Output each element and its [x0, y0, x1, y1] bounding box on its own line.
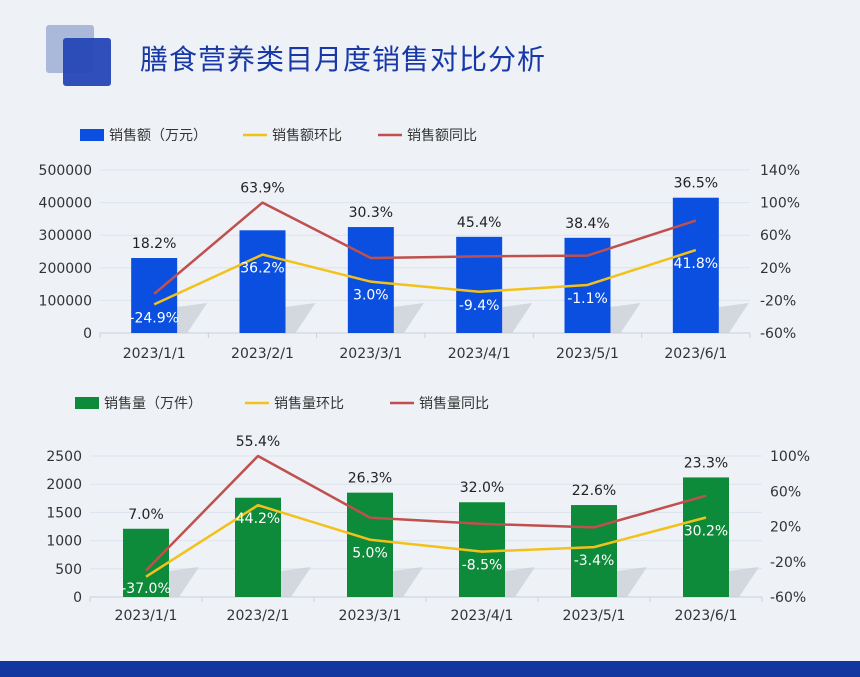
sales-volume-category-label: 2023/3/1	[339, 608, 402, 624]
sales-amount-yoy-label: 63.9%	[240, 181, 284, 197]
sales-amount-left-tick: 0	[83, 326, 92, 342]
sales-volume-mom-label: 30.2%	[684, 524, 728, 540]
sales-amount-yoy-label: 30.3%	[349, 205, 393, 221]
sales-amount-legend-yoy-label: 销售额同比	[407, 128, 477, 144]
page-title: 膳食营养类目月度销售对比分析	[140, 43, 547, 76]
sales-amount-yoy-label: 38.4%	[565, 216, 609, 232]
sales-amount-mom-label: -9.4%	[459, 298, 500, 314]
sales-amount-bar-shadow	[502, 303, 533, 333]
sales-volume-bar-shadow	[393, 567, 423, 597]
sales-volume-right-tick: 60%	[770, 484, 801, 500]
sales-amount-yoy-label: 18.2%	[132, 236, 176, 252]
sales-amount-mom-label: 3.0%	[353, 288, 389, 304]
sales-volume-bar-shadow	[281, 567, 311, 597]
sales-amount-yoy-label: 36.5%	[674, 176, 718, 192]
sales-volume-left-tick: 500	[55, 562, 82, 578]
sales-amount-left-tick: 100000	[39, 293, 92, 309]
sales-volume-bar	[683, 477, 729, 597]
sales-amount-right-tick: -60%	[760, 326, 796, 342]
sales-amount-bar	[456, 236, 503, 333]
sales-volume-bar	[571, 505, 617, 597]
sales-amount-yoy-line	[153, 201, 697, 295]
sales-volume-mom-label: -37.0%	[121, 581, 171, 597]
sales-volume-mom-label: -3.4%	[574, 553, 615, 569]
sales-volume-yoy-line	[145, 454, 707, 572]
sales-amount-bar-shadow	[285, 303, 316, 333]
sales-amount-bar-shadow	[393, 303, 424, 333]
sales-volume-category-label: 2023/5/1	[563, 608, 626, 624]
sales-volume-category-label: 2023/4/1	[451, 608, 514, 624]
sales-amount-bar	[239, 230, 286, 333]
sales-amount-mom-label: -1.1%	[567, 291, 608, 307]
sales-amount-legend-bar-label: 销售额（万元）	[109, 128, 207, 144]
sales-amount-bar	[672, 197, 719, 333]
sales-volume-category-label: 2023/6/1	[675, 608, 738, 624]
sales-volume-legend-yoy-label: 销售量同比	[419, 396, 489, 412]
sales-amount-left-tick: 400000	[39, 196, 92, 212]
sales-volume-category-label: 2023/1/1	[115, 608, 178, 624]
sales-amount-bar	[131, 258, 178, 333]
sales-volume-mom-label: 5.0%	[352, 546, 388, 562]
sales-amount-category-label: 2023/2/1	[231, 346, 294, 362]
sales-volume-legend-bar-label: 销售量（万件）	[104, 396, 202, 412]
sales-volume-legend-bar-swatch	[75, 397, 99, 409]
sales-amount-bar-shadow	[177, 303, 208, 333]
sales-volume-left-tick: 1000	[46, 534, 82, 550]
decor-square-dark	[63, 38, 111, 86]
sales-volume-left-tick: 2500	[46, 449, 82, 465]
footer-bar	[0, 661, 860, 677]
sales-amount-legend-bar-swatch	[80, 129, 104, 141]
sales-amount-legend-mom-label: 销售额环比	[272, 128, 342, 144]
sales-volume-mom-label: -8.5%	[462, 558, 503, 574]
sales-volume-yoy-label: 32.0%	[460, 480, 504, 496]
sales-volume-yoy-label: 55.4%	[236, 434, 280, 450]
sales-amount-right-tick: 20%	[760, 261, 791, 277]
sales-volume-yoy-label: 22.6%	[572, 483, 616, 499]
sales-amount-category-label: 2023/3/1	[339, 346, 402, 362]
sales-volume-legend-mom-label: 销售量环比	[274, 396, 344, 412]
sales-volume-yoy-label: 23.3%	[684, 455, 728, 471]
sales-amount-mom-label: 36.2%	[240, 261, 284, 277]
sales-volume-mom-label: 44.2%	[236, 511, 280, 527]
sales-amount-right-tick: 100%	[760, 196, 800, 212]
sales-volume-right-tick: 100%	[770, 449, 810, 465]
sales-amount-right-tick: 140%	[760, 163, 800, 179]
sales-volume-category-label: 2023/2/1	[227, 608, 290, 624]
sales-amount-left-tick: 200000	[39, 261, 92, 277]
sales-volume-mom-line	[145, 503, 707, 578]
sales-amount-right-tick: 60%	[760, 228, 791, 244]
sales-volume-yoy-label: 7.0%	[128, 507, 164, 523]
sales-amount-mom-line	[153, 248, 697, 306]
sales-amount-mom-label: -24.9%	[129, 310, 179, 326]
sales-volume-bar-shadow	[169, 567, 199, 597]
sales-volume-left-tick: 2000	[46, 477, 82, 493]
sales-volume-yoy-label: 26.3%	[348, 471, 392, 487]
sales-amount-left-tick: 500000	[39, 163, 92, 179]
sales-volume-bar	[123, 528, 169, 597]
sales-amount-left-tick: 300000	[39, 228, 92, 244]
sales-amount-category-label: 2023/1/1	[123, 346, 186, 362]
sales-volume-left-tick: 0	[73, 590, 82, 606]
sales-volume-right-tick: -20%	[770, 555, 806, 571]
sales-amount-right-tick: -20%	[760, 293, 796, 309]
sales-amount-category-label: 2023/4/1	[448, 346, 511, 362]
sales-amount-yoy-label: 45.4%	[457, 215, 501, 231]
sales-volume-bar-shadow	[505, 567, 535, 597]
sales-amount-category-label: 2023/6/1	[664, 346, 727, 362]
sales-volume-left-tick: 1500	[46, 505, 82, 521]
sales-amount-bar-shadow	[610, 303, 641, 333]
sales-volume-right-tick: 20%	[770, 520, 801, 536]
sales-amount-category-label: 2023/5/1	[556, 346, 619, 362]
sales-volume-right-tick: -60%	[770, 590, 806, 606]
sales-volume-bar-shadow	[729, 567, 759, 597]
sales-amount-bar-shadow	[718, 303, 749, 333]
sales-amount-bar	[347, 227, 394, 333]
sales-volume-bar-shadow	[617, 567, 647, 597]
sales-amount-mom-label: 41.8%	[674, 256, 718, 272]
